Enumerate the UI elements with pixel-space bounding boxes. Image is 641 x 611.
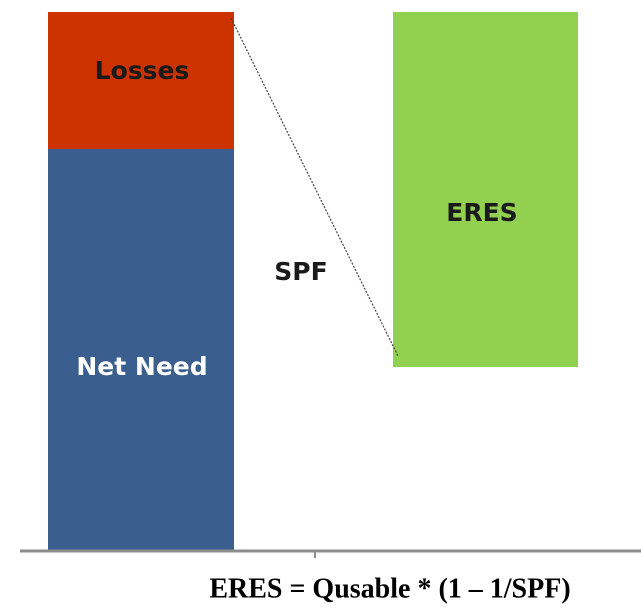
eres-block xyxy=(393,12,578,367)
losses-block xyxy=(48,12,234,149)
losses-label: Losses xyxy=(95,56,190,85)
connector-line xyxy=(230,17,399,357)
spf-label: SPF xyxy=(274,257,327,286)
net-need-block xyxy=(48,149,234,551)
eres-label: ERES xyxy=(446,198,517,227)
formula: ERES = Qusable * (1 – 1/SPF) xyxy=(209,573,570,604)
net-need-label: Net Need xyxy=(76,352,207,381)
